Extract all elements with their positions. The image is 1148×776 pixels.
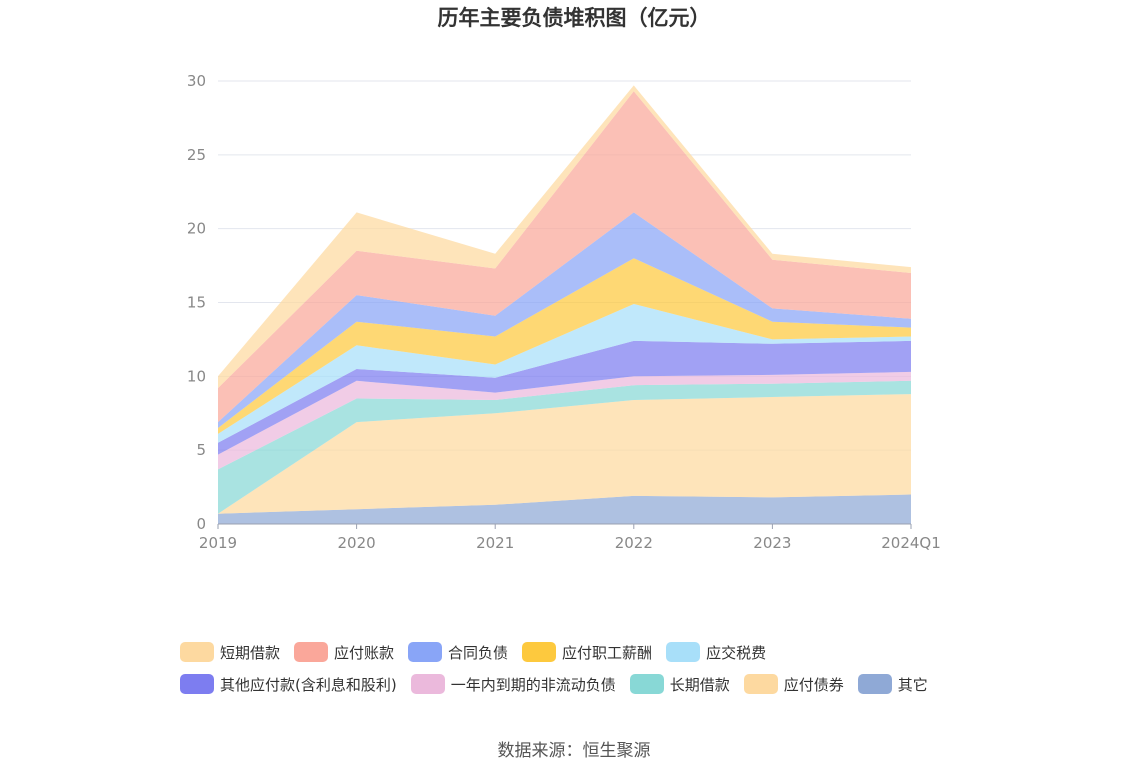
y-tick-label: 0 xyxy=(196,515,206,533)
legend-swatch xyxy=(666,642,701,662)
chart-title: 历年主要负债堆积图（亿元） xyxy=(437,6,711,30)
legend-label: 其他应付款(含利息和股利) xyxy=(220,675,397,694)
legend-swatch xyxy=(629,674,664,694)
legend-swatch xyxy=(522,642,557,662)
legend-item[interactable]: 应付职工薪酬 xyxy=(522,642,652,663)
legend-label: 短期借款 xyxy=(220,643,281,662)
legend-swatch xyxy=(743,674,778,694)
legend-item[interactable]: 其他应付款(含利息和股利) xyxy=(180,674,397,695)
legend-label: 长期借款 xyxy=(669,675,730,694)
x-tick-label: 2021 xyxy=(476,534,514,552)
legend-item[interactable]: 应付债券 xyxy=(743,674,844,695)
legend-item[interactable]: 合同负债 xyxy=(408,642,508,663)
legend-item[interactable]: 其它 xyxy=(857,674,928,695)
y-tick-label: 10 xyxy=(187,367,206,385)
y-tick-label: 5 xyxy=(196,441,206,459)
area-其他应付款(含利息和股利) xyxy=(218,340,911,455)
x-tick-label: 2024Q1 xyxy=(881,534,941,552)
area-应付账款 xyxy=(218,91,911,423)
legend-swatch xyxy=(408,642,443,662)
chart-legend: 短期借款 应付账款 合同负债 应付职工薪酬 应交税费 其他应付款(含利息和股利) 一年内到… xyxy=(180,640,980,704)
area-一年内到期的非流动负债 xyxy=(218,371,911,470)
legend-label: 其它 xyxy=(897,675,928,694)
area-其它 xyxy=(218,494,911,524)
area-应付债券 xyxy=(218,394,911,514)
area-短期借款 xyxy=(218,85,911,389)
legend-item[interactable]: 短期借款 xyxy=(180,642,280,663)
legend-swatch xyxy=(857,674,892,694)
legend-item[interactable]: 应付账款 xyxy=(294,642,394,663)
area-长期借款 xyxy=(218,380,911,514)
legend-swatch xyxy=(410,674,445,694)
area-应交税费 xyxy=(218,304,911,443)
legend-label: 一年内到期的非流动负债 xyxy=(450,675,616,694)
legend-swatch xyxy=(180,642,214,662)
x-tick-label: 2019 xyxy=(199,534,237,552)
legend-label: 应付账款 xyxy=(334,643,395,662)
y-tick-label: 30 xyxy=(187,72,206,90)
legend-item[interactable]: 一年内到期的非流动负债 xyxy=(410,674,616,695)
legend-row-1: 短期借款 应付账款 合同负债 应付职工薪酬 应交税费 xyxy=(180,640,980,664)
area-合同负债 xyxy=(218,212,911,428)
legend-label: 合同负债 xyxy=(448,643,509,662)
x-tick-label: 2022 xyxy=(615,534,653,552)
y-tick-label: 15 xyxy=(187,294,206,312)
legend-row-2: 其他应付款(含利息和股利) 一年内到期的非流动负债 长期借款 应付债券 其它 xyxy=(180,672,980,696)
legend-swatch xyxy=(294,642,329,662)
stacked-area-chart: 0 5 10 15 20 25 30 2019 2020 2021 2022 2023 2024Q1 xyxy=(187,72,941,552)
data-source-note: 数据来源：恒生聚源 xyxy=(497,741,651,761)
y-tick-label: 20 xyxy=(187,220,206,238)
x-tick-label: 2023 xyxy=(753,534,791,552)
legend-swatch xyxy=(180,674,214,694)
x-tick-label: 2020 xyxy=(338,534,376,552)
y-tick-label: 25 xyxy=(187,146,206,164)
legend-label: 应付债券 xyxy=(783,675,844,694)
legend-item[interactable]: 应交税费 xyxy=(666,642,766,663)
legend-item[interactable]: 长期借款 xyxy=(629,674,730,695)
legend-label: 应交税费 xyxy=(706,643,767,662)
legend-label: 应付职工薪酬 xyxy=(562,643,653,662)
